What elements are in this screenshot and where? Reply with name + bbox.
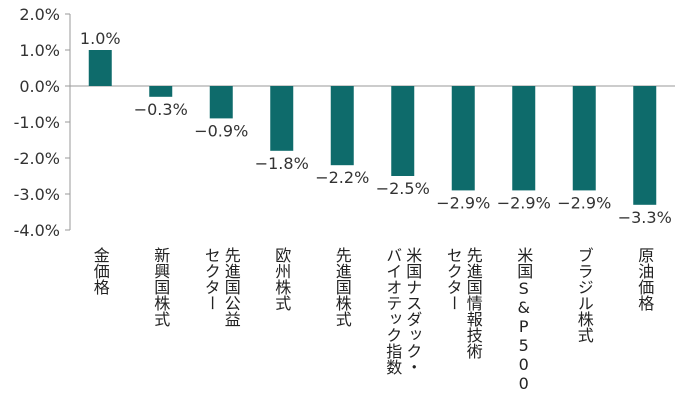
category-label: 金価格 — [91, 247, 110, 295]
data-label: −2.9% — [557, 193, 611, 212]
category-label: 先進国公益 — [222, 247, 241, 327]
data-label: −0.9% — [194, 121, 248, 140]
category-label: 米国ナスダック・ — [403, 247, 422, 375]
bar — [512, 86, 536, 191]
data-label: −2.2% — [315, 168, 369, 187]
y-tick-label: -4.0% — [14, 221, 60, 240]
category-label: バイオテック指数 — [383, 247, 402, 375]
data-label: 1.0% — [80, 29, 121, 48]
y-tick-label: -1.0% — [14, 113, 60, 132]
bar — [209, 86, 233, 119]
category-label: 欧州株式 — [272, 247, 291, 311]
data-label: −2.9% — [497, 193, 551, 212]
data-label: −1.8% — [255, 154, 309, 173]
y-tick-label: -3.0% — [14, 185, 60, 204]
category-label: 原油価格 — [635, 247, 654, 311]
y-tick-label: -2.0% — [14, 149, 60, 168]
bar — [451, 86, 475, 191]
category-label: 新興国株式 — [151, 247, 170, 327]
y-tick-label: 2.0% — [19, 5, 60, 24]
bar — [633, 86, 657, 205]
category-label: 米国S&P500 — [514, 247, 533, 393]
bar — [149, 86, 173, 97]
data-label: −2.5% — [376, 179, 430, 198]
bar — [270, 86, 294, 151]
y-tick-label: 1.0% — [19, 41, 60, 60]
category-label: 先進国情報技術 — [464, 247, 483, 360]
category-label: セクター — [444, 247, 463, 311]
category-label: ブラジル株式 — [575, 247, 594, 343]
y-tick-label: 0.0% — [19, 77, 60, 96]
bar — [391, 86, 415, 176]
data-label: −3.3% — [618, 208, 672, 227]
data-label: −0.3% — [134, 100, 188, 119]
data-label: −2.9% — [436, 193, 490, 212]
bar — [88, 50, 112, 86]
bar — [572, 86, 596, 191]
bar — [330, 86, 354, 166]
category-label: 先進国株式 — [333, 247, 352, 327]
category-label: セクター — [202, 247, 221, 311]
